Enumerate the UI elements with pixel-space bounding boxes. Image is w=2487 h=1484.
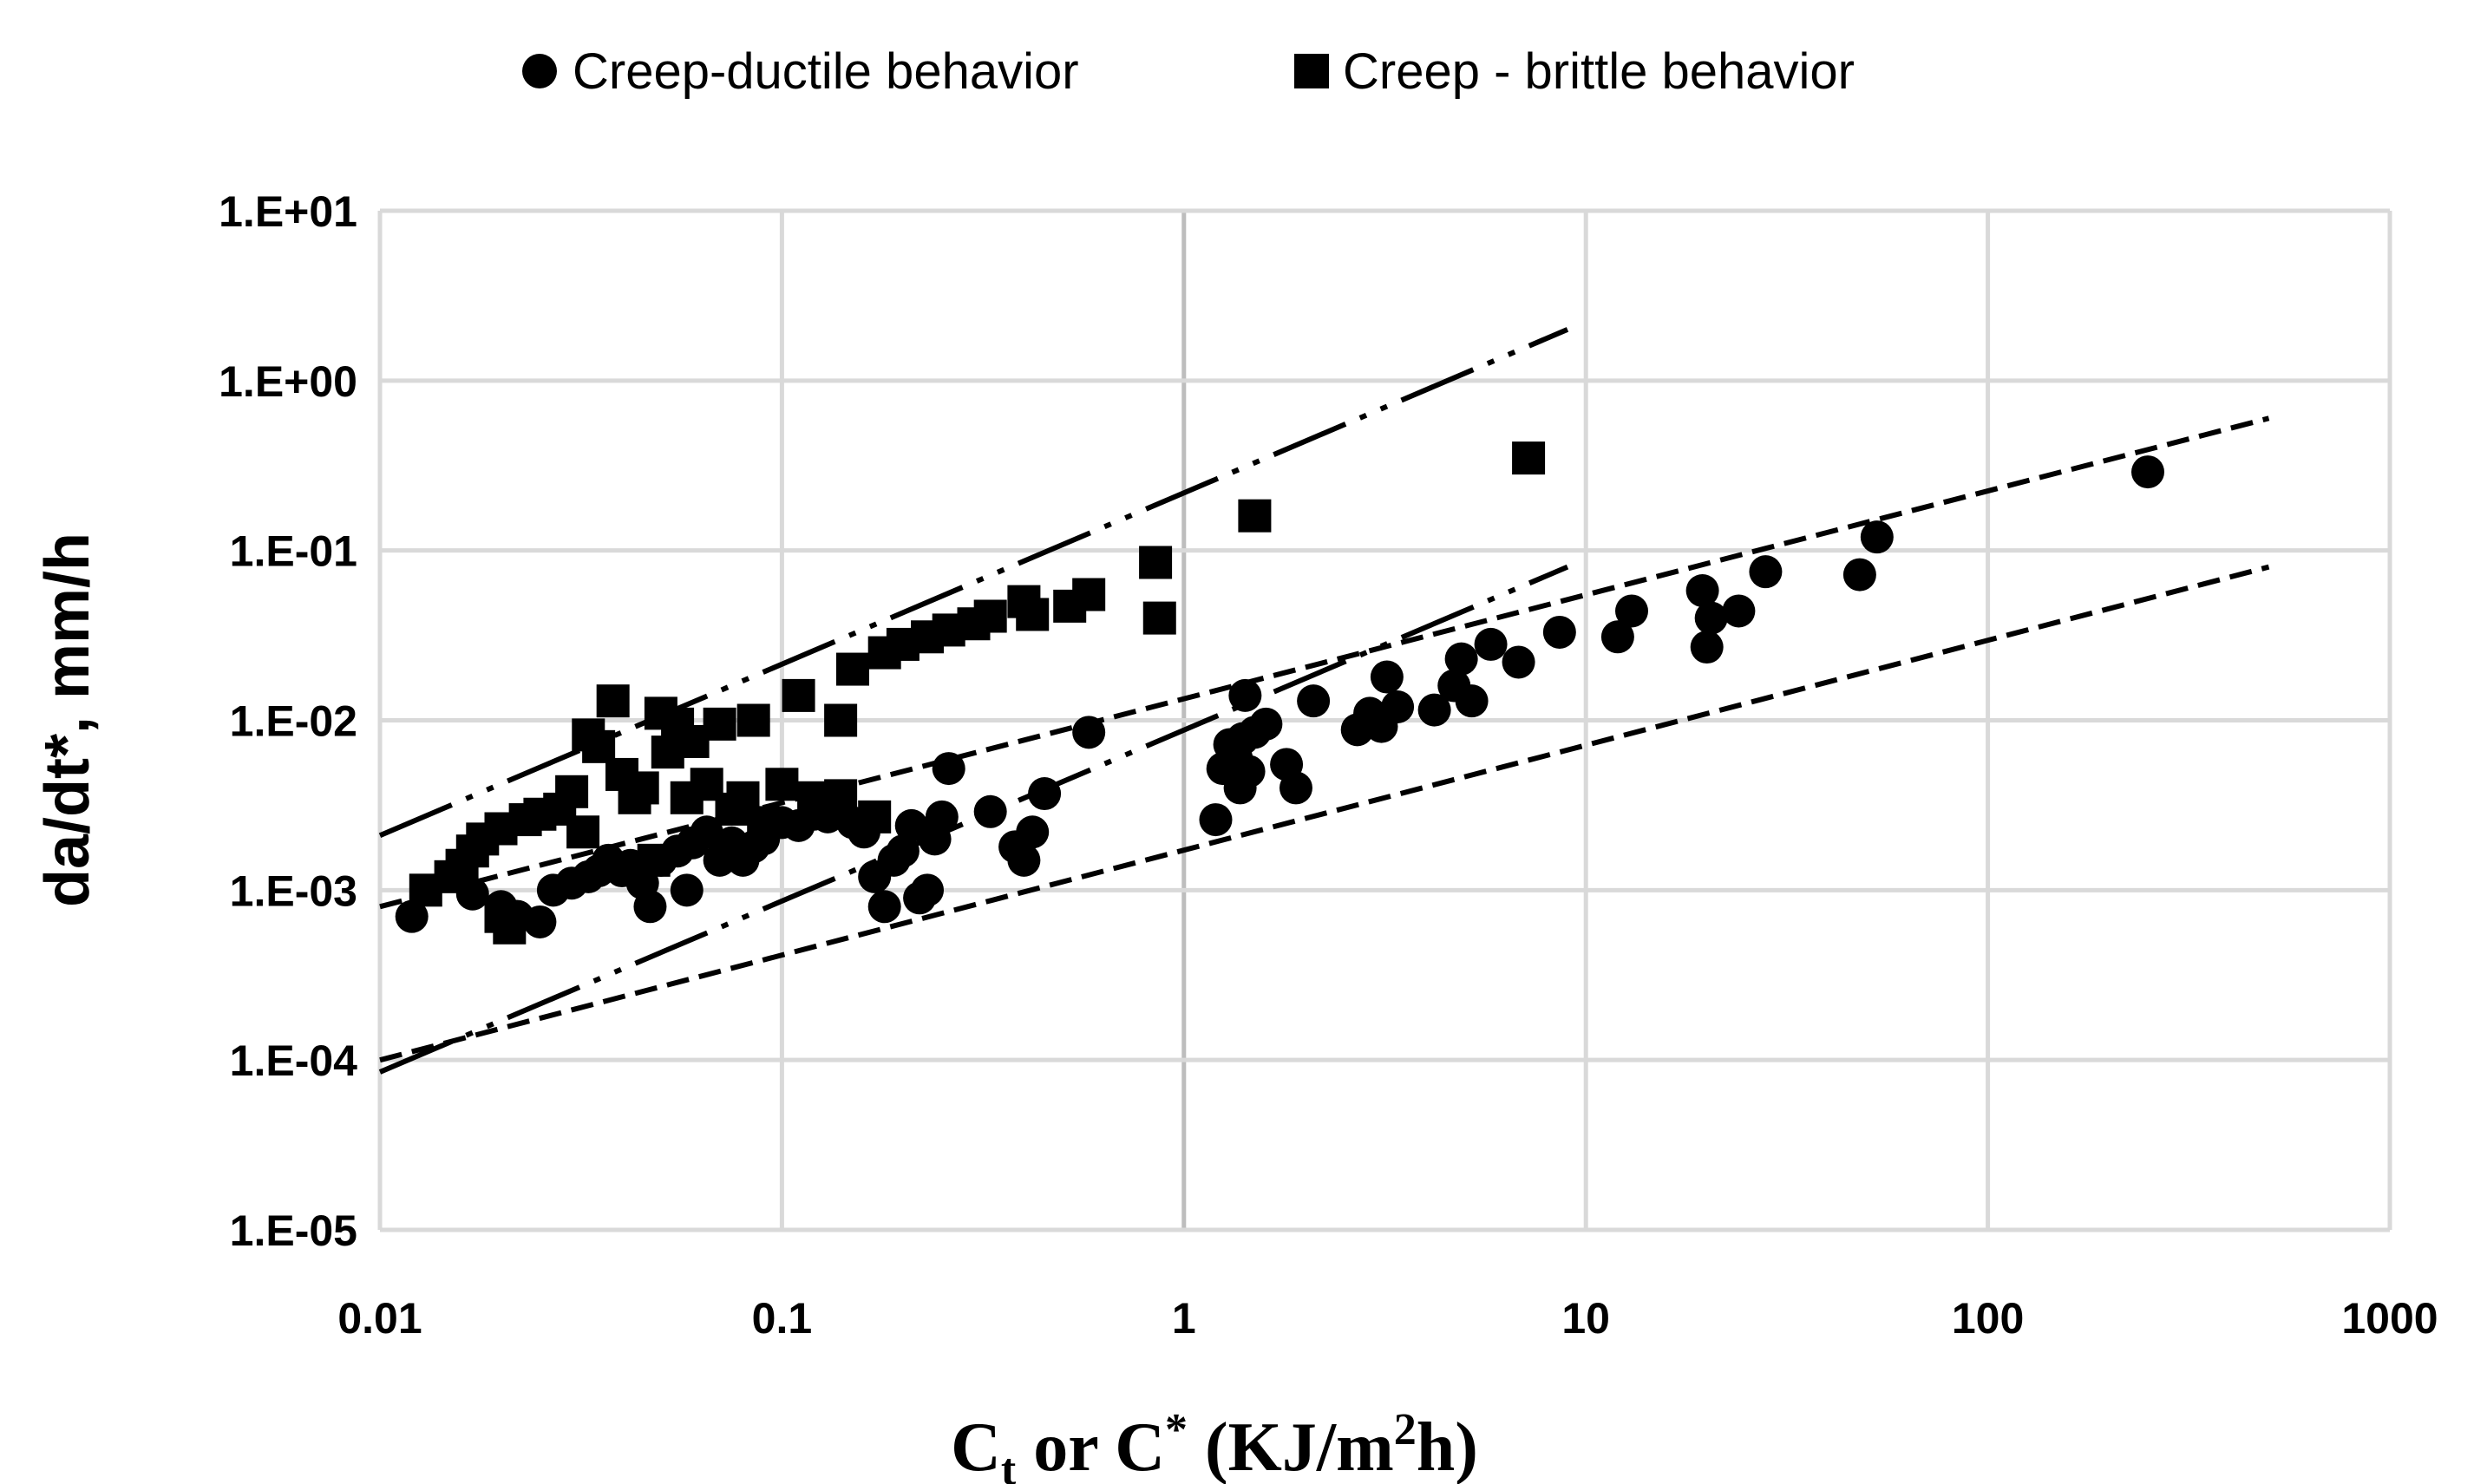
point-creep-ductile [1722,594,1756,628]
point-creep-ductile [1542,615,1576,649]
point-creep-brittle [858,800,892,834]
point-creep-brittle [493,911,527,945]
point-creep-ductile [1455,684,1489,718]
point-creep-ductile [1690,631,1724,664]
point-creep-brittle [625,771,659,805]
y-tick-label: 1.E-05 [230,1206,357,1255]
point-creep-ductile [1028,777,1062,811]
x-axis-label: Ct or C* (KJ/m2h) [951,1405,1478,1484]
y-tick-label: 1.E-02 [230,697,357,746]
point-creep-ductile [886,834,920,868]
point-creep-brittle [582,729,616,763]
trend-line [378,327,1569,838]
point-creep-brittle [1238,499,1272,533]
y-tick-label: 1.E-03 [230,866,357,915]
x-label-end: h) [1417,1409,1478,1484]
point-creep-ductile [1016,815,1050,849]
legend-marker-brittle [1294,54,1329,88]
x-tick-label: 0.1 [752,1294,813,1343]
point-creep-brittle [1512,441,1546,475]
point-creep-brittle [824,779,858,813]
x-tick-label: 10 [1561,1294,1610,1343]
point-creep-ductile [1381,690,1415,723]
x-label-main: C [951,1409,1001,1484]
point-creep-brittle [836,652,870,686]
point-creep-ductile [1685,573,1719,607]
point-creep-ductile [911,873,945,907]
x-tick-labels: 0.01 0.1 1 10 100 1000 [337,1294,2438,1343]
point-creep-ductile [1232,755,1266,788]
x-label-sup: * [1165,1405,1188,1455]
legend-marker-ductile [522,54,557,88]
y-tick-labels: 1.E-05 1.E-04 1.E-03 1.E-02 1.E-01 1.E+00 1.E+… [219,187,357,1255]
legend-label-brittle: Creep - brittle behavior [1343,43,1855,100]
point-creep-ductile [395,899,429,933]
legend: Creep-ductile behavior Creep - brittle b… [522,43,1855,100]
x-tick-label: 100 [1952,1294,2024,1343]
point-creep-brittle [596,684,630,718]
point-creep-ductile [932,752,965,786]
point-creep-brittle [703,707,736,741]
point-creep-ductile [1228,678,1262,712]
point-creep-ductile [1444,642,1478,676]
plot-grid [377,208,2392,1232]
trend-line [379,564,2270,1063]
y-tick-label: 1.E+00 [219,357,357,406]
point-creep-ductile [1842,558,1876,592]
point-creep-brittle [736,703,770,737]
data-points [395,441,2165,945]
point-creep-ductile [1749,555,1783,589]
point-creep-ductile [1474,627,1508,661]
point-creep-ductile [1072,716,1106,749]
point-creep-ductile [1249,707,1283,741]
point-creep-brittle [566,815,600,849]
x-label-mid: or C [1016,1409,1165,1484]
point-creep-ductile [1615,594,1649,628]
y-tick-label: 1.E-04 [230,1036,358,1085]
point-creep-ductile [1297,684,1331,718]
point-creep-brittle [637,843,671,877]
point-creep-brittle [765,768,799,801]
trend-line [379,415,2270,910]
point-creep-ductile [1417,693,1451,727]
legend-label-ductile: Creep-ductile behavior [573,43,1079,100]
point-creep-ductile [670,873,704,907]
point-creep-ductile [1502,645,1535,679]
point-creep-brittle [782,678,815,712]
point-creep-ductile [1279,771,1312,805]
trend-line [378,564,1569,1075]
point-creep-ductile [973,794,1007,828]
point-creep-brittle [824,703,858,737]
x-tick-label: 1000 [2341,1294,2438,1343]
point-creep-ductile [690,815,723,849]
point-creep-brittle [1072,578,1106,611]
point-creep-ductile [925,800,959,834]
point-creep-ductile [1694,601,1728,635]
point-creep-ductile [633,890,667,924]
point-creep-ductile [1600,620,1634,654]
x-label-sub: t [1001,1445,1017,1484]
point-creep-ductile [867,890,901,924]
point-creep-brittle [555,775,589,808]
x-label-tail: (KJ/m [1188,1409,1394,1484]
point-creep-ductile [523,905,557,938]
point-creep-ductile [1007,843,1041,877]
point-creep-brittle [973,599,1007,633]
y-tick-label: 1.E+01 [219,187,357,236]
point-creep-ductile [1860,520,1894,554]
point-creep-ductile [1370,660,1404,694]
x-tick-label: 0.01 [337,1294,422,1343]
y-axis-label: da/dt*, mm/h [33,533,102,907]
point-creep-brittle [747,806,781,840]
y-tick-label: 1.E-01 [230,527,357,576]
point-creep-ductile [2131,455,2165,489]
point-creep-ductile [1199,803,1233,837]
x-tick-label: 1 [1172,1294,1196,1343]
point-creep-brittle [1016,598,1050,631]
x-label-sup2: 2 [1394,1405,1417,1455]
point-creep-brittle [1139,546,1173,579]
point-creep-brittle [1142,601,1176,635]
